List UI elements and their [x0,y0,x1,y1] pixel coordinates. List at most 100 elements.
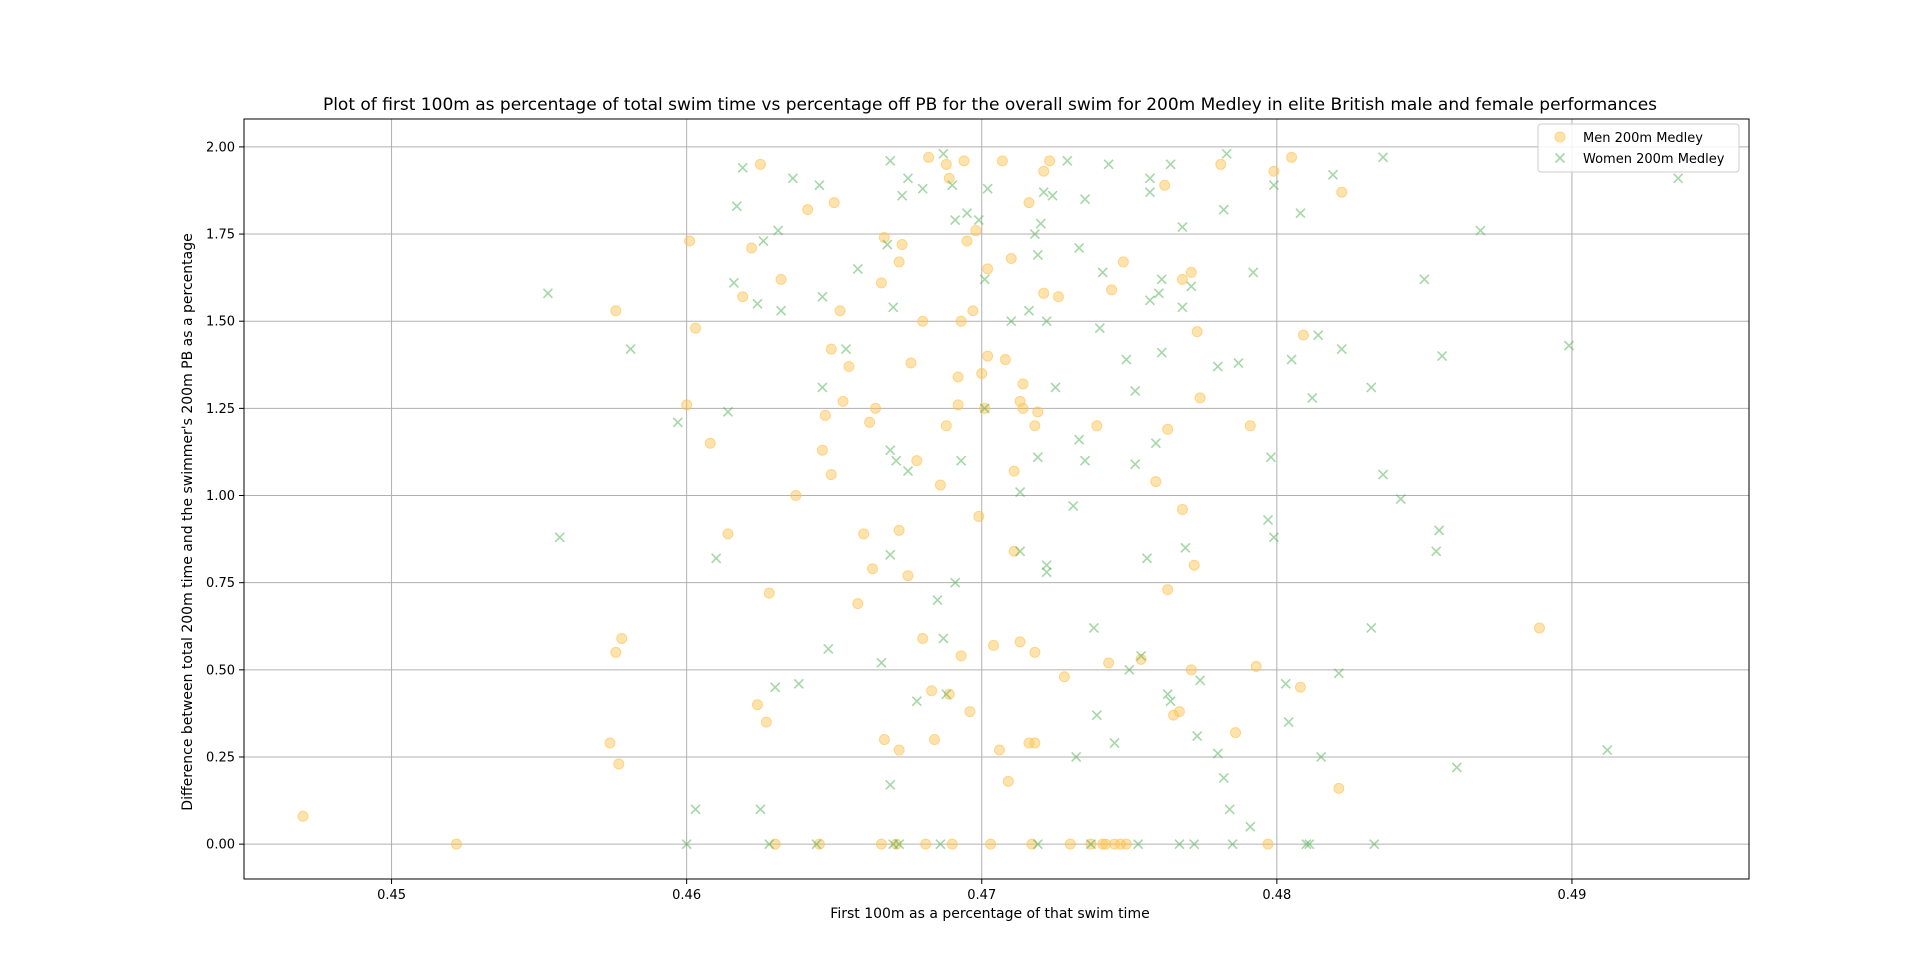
men-data-point [1017,402,1029,414]
men-data-point [955,315,967,327]
women-data-point [979,274,990,285]
men-data-point [1150,476,1162,488]
women-data-point [817,291,828,302]
women-data-point [793,678,804,689]
women-data-point [1165,696,1176,707]
men-data-point [985,838,997,850]
women-data-point [1050,382,1061,393]
men-data-point [967,305,979,317]
women-data-point [681,839,692,850]
women-data-point [902,173,914,184]
legend-cross-icon [1554,152,1566,164]
legend-marker-women [1554,152,1566,164]
men-data-point [875,838,887,850]
men-data-point [890,838,902,850]
women-data-point [1280,678,1291,689]
men-data-point [1159,179,1171,191]
x-tick-label: 0.45 [377,888,406,903]
legend-circle-icon [1554,131,1566,143]
women-data-point [672,417,683,428]
women-data-point [1369,839,1380,850]
women-data-point [1133,839,1144,850]
men-data-point [1336,186,1348,198]
men-data-point [952,399,964,411]
women-data-point [1150,438,1161,449]
women-data-point [1262,514,1274,525]
women-data-point [1268,532,1279,543]
women-data-point [1109,737,1120,749]
men-data-point [858,528,870,540]
men-data-point [816,444,828,456]
men-data-point [1091,420,1103,432]
women-data-point [1233,357,1244,369]
women-data-point [1023,305,1035,316]
men-data-point [1185,266,1197,278]
men-data-point [1032,406,1044,418]
men-data-point [754,158,766,170]
women-data-point [1563,340,1575,351]
men-data-point [1533,622,1545,634]
men-data-point [1038,287,1050,299]
women-data-point [1434,525,1445,536]
women-data-point [1141,553,1153,564]
women-data-point [1097,267,1108,278]
women-data-point [1032,452,1043,463]
women-data-point [1079,455,1091,466]
women-data-point [947,180,958,191]
men-data-point [604,737,616,749]
legend: Men 200m Medley Women 200m Medley [1537,123,1740,173]
women-data-point [961,208,973,219]
women-data-point [758,235,769,247]
x-tick-label: 0.46 [672,888,701,903]
men-data-point [1100,838,1112,850]
chart-title: Plot of first 100m as percentage of tota… [323,95,1657,115]
men-data-point [893,524,905,536]
y-tick-label: 0.25 [206,750,235,765]
men-data-point [1168,709,1180,721]
women-data-point [722,406,734,417]
women-data-point [1032,839,1043,850]
men-data-point [1294,681,1306,693]
men-data-point [993,744,1005,756]
men-data-point [1023,737,1035,749]
women-data-point [888,302,899,313]
men-data-point [828,197,840,209]
men-data-point [1268,165,1280,177]
women-data-point [979,403,990,414]
men-data-point [964,706,976,718]
women-data-point [941,689,952,700]
men-data-point [1008,465,1020,477]
women-data-point [1174,839,1185,850]
women-data-point [1366,622,1377,634]
women-data-point [1088,622,1099,634]
women-data-point [1395,493,1406,505]
women-data-point [1156,274,1167,285]
women-data-point [1071,751,1082,763]
women-data-point [1091,710,1102,721]
women-data-point [1153,288,1164,299]
women-data-point [897,190,908,201]
women-data-point [1144,187,1156,198]
y-tick-label: 1.75 [206,228,235,243]
men-data-point [760,716,772,728]
women-data-point [1192,730,1203,742]
men-data-point [775,273,787,285]
women-data-point [1301,839,1312,850]
women-data-point [755,804,766,815]
men-data-point [746,242,758,254]
women-data-point [1378,469,1389,480]
men-data-point [926,685,938,697]
men-data-point [1162,584,1174,596]
legend-box [1537,123,1740,173]
women-data-point [852,263,863,274]
men-data-point [973,510,985,522]
grid [244,119,1749,879]
women-data-point [876,657,887,668]
women-data-point [1218,772,1229,783]
men-data-point [1064,838,1076,850]
women-data-point [956,455,967,466]
women-data-point [1015,546,1026,557]
women-data-point [1189,839,1200,850]
women-data-point [1156,347,1167,358]
women-data-point [554,532,565,543]
